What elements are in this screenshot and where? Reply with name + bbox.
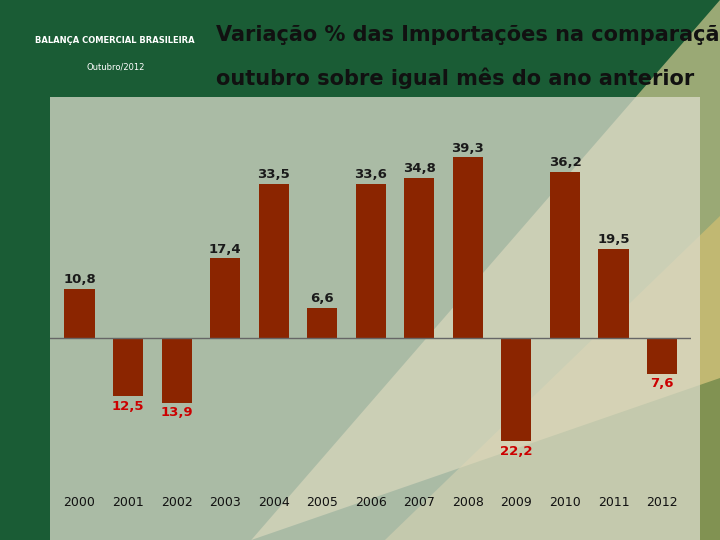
Bar	[453, 157, 483, 339]
Bar	[356, 184, 386, 339]
Text: Variação % das Importações na comparação de: Variação % das Importações na comparação…	[216, 25, 720, 45]
Bar	[258, 184, 289, 339]
Bar	[647, 339, 677, 374]
Bar	[550, 172, 580, 339]
Polygon shape	[251, 0, 720, 540]
Bar	[210, 258, 240, 339]
Text: 34,8: 34,8	[403, 163, 436, 176]
Text: 12,5: 12,5	[112, 400, 144, 413]
Text: 13,9: 13,9	[161, 406, 193, 419]
Text: 22,2: 22,2	[500, 444, 533, 457]
Polygon shape	[385, 216, 720, 540]
Text: 39,3: 39,3	[451, 141, 485, 154]
Bar	[307, 308, 337, 339]
Bar	[65, 289, 94, 339]
Text: 33,5: 33,5	[257, 168, 290, 181]
Bar	[161, 339, 192, 402]
Text: 17,4: 17,4	[209, 242, 241, 255]
Text: 19,5: 19,5	[598, 233, 630, 246]
Text: outubro sobre igual mês do ano anterior: outubro sobre igual mês do ano anterior	[216, 68, 694, 89]
Text: Outubro/2012: Outubro/2012	[86, 62, 145, 71]
Text: 33,6: 33,6	[354, 168, 387, 181]
Bar	[113, 339, 143, 396]
Bar	[501, 339, 531, 441]
Text: 7,6: 7,6	[650, 377, 674, 390]
Bar	[50, 97, 700, 540]
Bar	[598, 248, 629, 339]
Text: BALANÇA COMERCIAL BRASILEIRA: BALANÇA COMERCIAL BRASILEIRA	[35, 36, 195, 45]
Bar	[405, 178, 434, 339]
Text: 6,6: 6,6	[310, 292, 334, 305]
Text: 10,8: 10,8	[63, 273, 96, 286]
Text: 36,2: 36,2	[549, 156, 581, 169]
